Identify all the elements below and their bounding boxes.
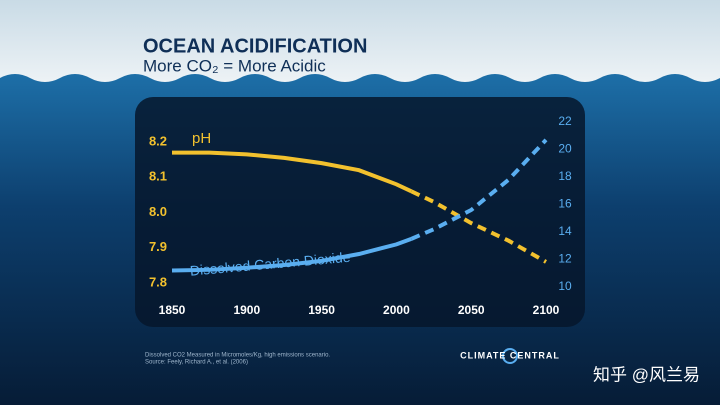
watermark: 知乎 @风兰易 xyxy=(593,365,700,384)
x-tick-label: 2100 xyxy=(533,303,560,317)
y-tick-label: 8.1 xyxy=(149,169,167,184)
line xyxy=(172,150,413,194)
footnote: Source: Feely, Richard A., et al. (2006) xyxy=(145,360,248,366)
logo-icon xyxy=(502,348,518,364)
line xyxy=(171,236,413,273)
footnote: Dissolved CO2 Measured in Micromoles/Kg,… xyxy=(145,353,330,359)
logo: CLIMATE CENTRAL xyxy=(460,350,560,360)
y2-tick-label: 22 xyxy=(558,114,572,128)
x-tick-label: 1950 xyxy=(308,303,335,317)
sky xyxy=(0,0,720,85)
y2-tick-label: 20 xyxy=(558,142,572,156)
x-tick-label: 2050 xyxy=(458,303,485,317)
y2-tick-label: 12 xyxy=(558,252,572,266)
y2-tick-label: 18 xyxy=(558,169,572,183)
y-tick-label: 7.8 xyxy=(149,274,167,289)
y-tick-label: 7.9 xyxy=(149,239,167,254)
y2-tick-label: 10 xyxy=(558,279,572,293)
projection-line xyxy=(410,138,548,241)
y2-tick-label: 14 xyxy=(558,224,572,238)
title: OCEAN ACIDIFICATION xyxy=(143,35,367,57)
y-tick-label: 8.0 xyxy=(149,204,167,219)
y2-tick-label: 16 xyxy=(558,197,572,211)
y-tick-label: 8.2 xyxy=(149,133,167,148)
subtitle: More CO₂ = More Acidic xyxy=(143,56,326,75)
x-tick-label: 1850 xyxy=(159,303,186,317)
x-tick-label: 2000 xyxy=(383,303,410,317)
series-label: pH xyxy=(192,130,211,147)
projection-line xyxy=(410,189,547,264)
x-tick-label: 1900 xyxy=(233,303,260,317)
